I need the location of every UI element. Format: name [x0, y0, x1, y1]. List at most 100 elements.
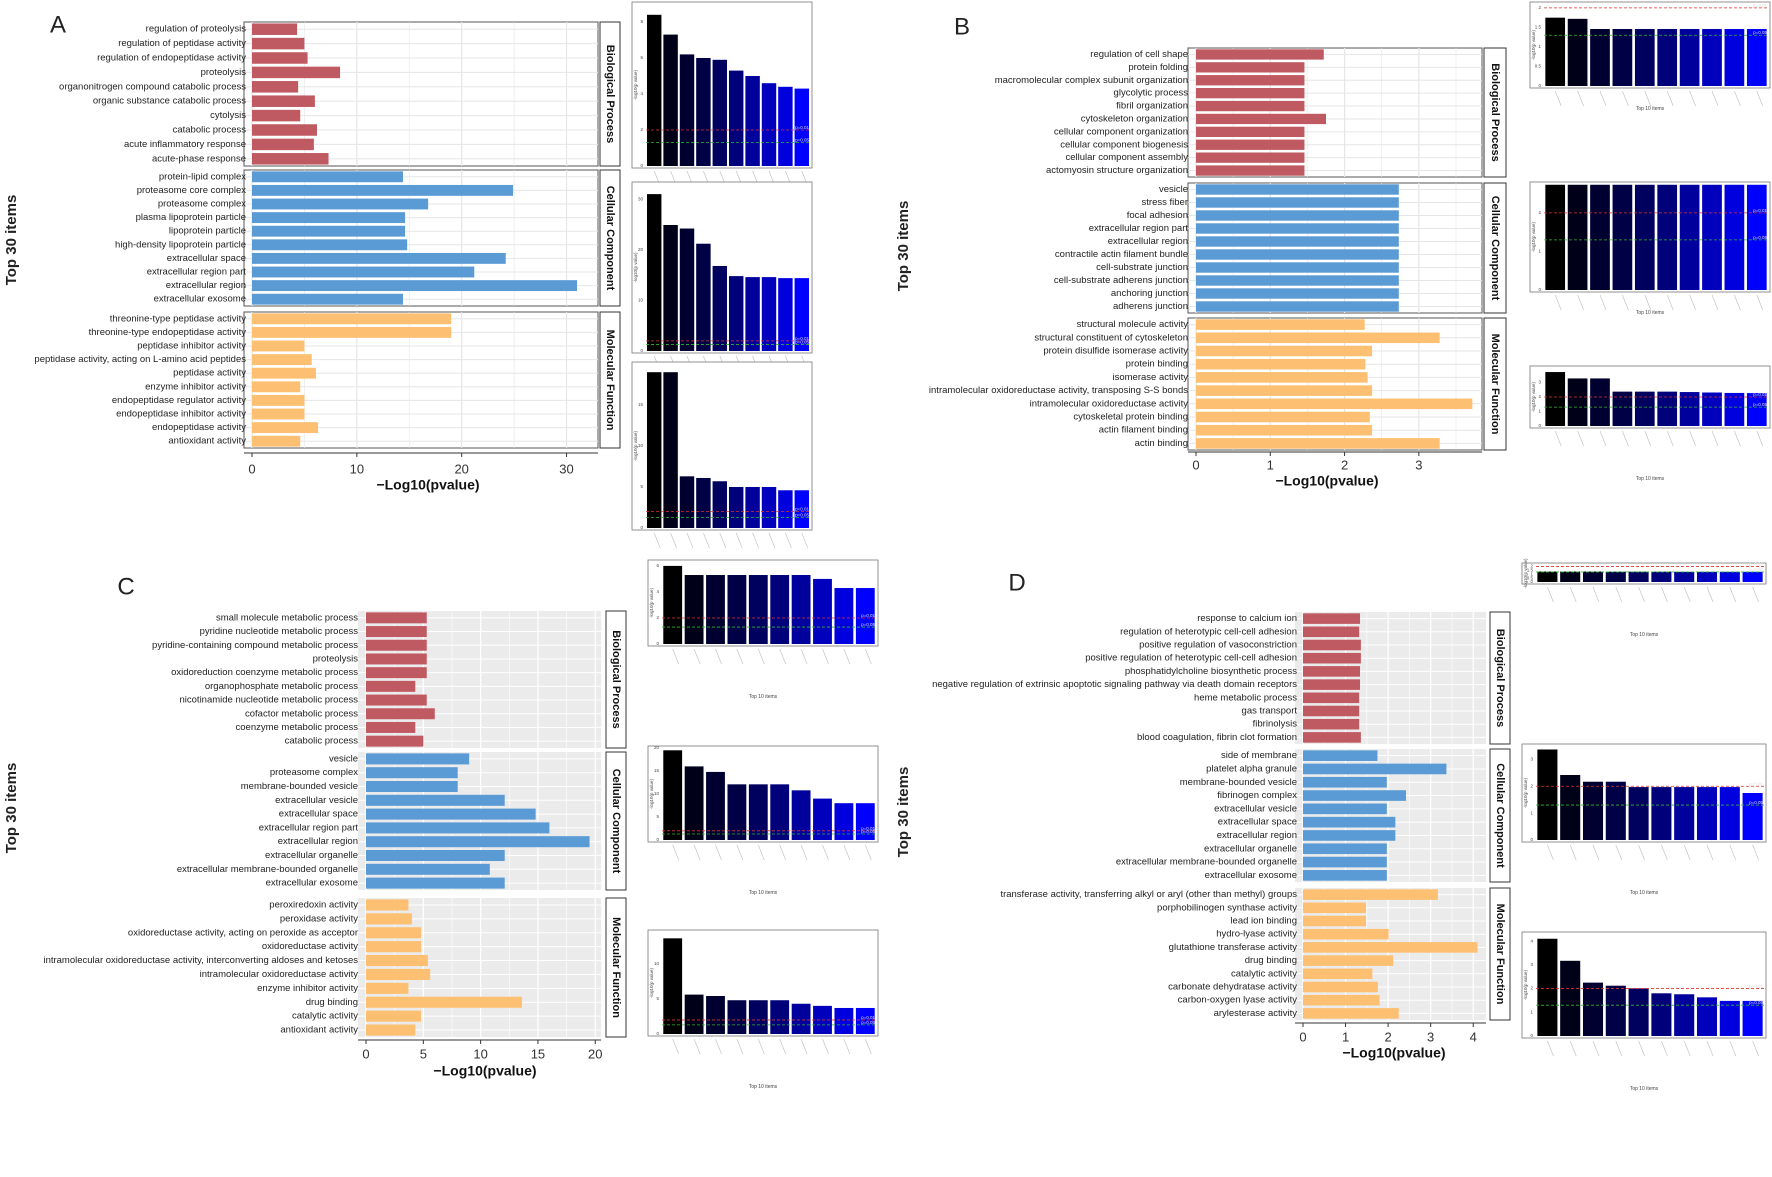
mini-bar: [794, 278, 810, 351]
mini-chart-cc: 0 1 2 p=0.01 p=0.05 -log10(p value) Top 10 ite…: [1529, 181, 1771, 316]
mini-threshold-label: p=0.05: [795, 339, 809, 344]
mini-y-tick-label: 0: [1538, 287, 1541, 292]
mini-y-label: -log10(p value): [1531, 221, 1536, 252]
panel-letter: A: [50, 11, 66, 38]
mini-category-label: [1666, 90, 1674, 107]
bar: [1196, 184, 1399, 195]
mini-bar: [728, 70, 744, 166]
bar: [366, 913, 412, 925]
mini-y-tick-label: 3: [1530, 757, 1533, 762]
mini-bar: [663, 750, 683, 840]
mini-bar: [1590, 184, 1610, 290]
bar: [252, 266, 475, 278]
term-label: actin binding: [1135, 438, 1188, 449]
term-label: pyridine-containing compound metabolic p…: [152, 640, 358, 651]
term-label: extracellular region: [1108, 236, 1188, 247]
mini-bar: [1537, 749, 1558, 840]
term-label: extracellular vesicle: [275, 795, 358, 806]
term-label: endopeptidase inhibitor activity: [116, 409, 246, 420]
term-label: proteasome core complex: [137, 185, 247, 196]
term-label: gas transport: [1242, 706, 1298, 717]
mini-bar: [834, 803, 854, 840]
mini-y-tick-label: 0: [640, 348, 643, 353]
mini-bar: [663, 34, 678, 166]
mini-bar: [1634, 184, 1655, 290]
mini-category-label: [752, 532, 759, 549]
mini-threshold-label: p=0.05: [1753, 30, 1767, 35]
x-tick-label: 1: [1342, 1029, 1349, 1044]
mini-category-label: [1689, 294, 1696, 311]
term-label: extracellular region: [278, 836, 358, 847]
mini-y-tick-label: 4: [640, 91, 643, 96]
bar: [1303, 750, 1378, 761]
bar: [252, 37, 305, 50]
mini-bar: [1719, 1000, 1740, 1036]
term-label: coenzyme metabolic process: [236, 722, 359, 733]
mini-threshold-label: p=0.05: [1749, 800, 1763, 805]
x-axis: 0 1 2 3 4 −Log10(pvalue): [1295, 1022, 1486, 1061]
x-tick-label: 20: [454, 461, 468, 476]
mini-category-label: [1683, 1040, 1691, 1057]
mini-bar: [1724, 184, 1745, 290]
mini-category-label: [1638, 586, 1645, 603]
mini-y-tick-label: 0: [1530, 1033, 1533, 1038]
mini-y-tick-label: 0: [1538, 83, 1541, 88]
facet-cc: vesicle proteasome complex membrane-bounde…: [177, 751, 627, 891]
term-label: lipoprotein particle: [169, 226, 246, 237]
mini-y-label: -log10(p value): [1531, 381, 1536, 412]
bar: [1196, 236, 1399, 247]
bar: [366, 1024, 416, 1036]
mini-y-tick-label: 15: [638, 402, 644, 407]
panel-c: C Top 30 items small molecule metabolic pr…: [3, 559, 879, 1090]
term-label: fibrinogen complex: [1217, 790, 1297, 801]
term-label: catalytic activity: [292, 1011, 358, 1022]
mini-category-label: [1756, 90, 1764, 107]
x-axis-title: −Log10(pvalue): [1342, 1045, 1445, 1061]
bar: [1196, 358, 1366, 370]
bar: [1196, 372, 1368, 383]
bar: [252, 153, 329, 165]
bar: [1196, 345, 1373, 357]
x-tick-label: 15: [531, 1046, 545, 1061]
term-label: regulation of endopeptidase activity: [97, 53, 246, 64]
mini-category-label: [686, 532, 694, 549]
x-tick-label: 10: [350, 461, 364, 476]
mini-category-label: [1729, 586, 1737, 603]
x-tick-label: 5: [420, 1046, 427, 1061]
mini-threshold-label: p=0.01: [1753, 392, 1767, 397]
term-label: cell-substrate junction: [1096, 262, 1188, 273]
mini-category-label: [779, 648, 786, 665]
mini-bar: [778, 86, 793, 166]
term-label: protein binding: [1126, 359, 1188, 370]
y-axis-title: Top 30 items: [3, 195, 20, 286]
mini-bar: [1590, 28, 1610, 86]
term-label: regulation of cell shape: [1090, 49, 1188, 60]
term-label: peroxiredoxin activity: [269, 899, 358, 910]
mini-category-label: [736, 648, 744, 665]
term-label: actin filament binding: [1099, 425, 1188, 436]
mini-bar: [1605, 571, 1626, 582]
bar: [366, 863, 490, 875]
bar: [1196, 197, 1399, 208]
bar: [1303, 968, 1373, 980]
bar: [1196, 223, 1399, 234]
mini-y-tick-label: 0: [656, 641, 659, 646]
mini-category-label: [1711, 294, 1719, 311]
mini-category-label: [800, 1038, 808, 1055]
mini-bar: [1696, 571, 1718, 582]
mini-category-label: [715, 1038, 722, 1055]
bar: [1196, 319, 1365, 330]
mini-y-tick-label: 10: [638, 443, 644, 448]
mini-category-label: [715, 844, 722, 861]
term-label: extracellular region part: [1089, 223, 1189, 234]
bar: [1303, 626, 1360, 638]
bar: [366, 767, 458, 779]
term-label: organophosphate metabolic process: [205, 681, 358, 692]
mini-threshold-label: p=0.05: [861, 622, 875, 627]
mini-bar: [748, 575, 768, 644]
term-label: structural molecule activity: [1077, 319, 1189, 330]
mini-bar: [1545, 372, 1566, 426]
mini-category-label: [758, 1038, 765, 1055]
facet-cc: side of membrane platelet alpha granule me…: [1116, 748, 1511, 883]
term-label: cellular component organization: [1054, 126, 1188, 137]
